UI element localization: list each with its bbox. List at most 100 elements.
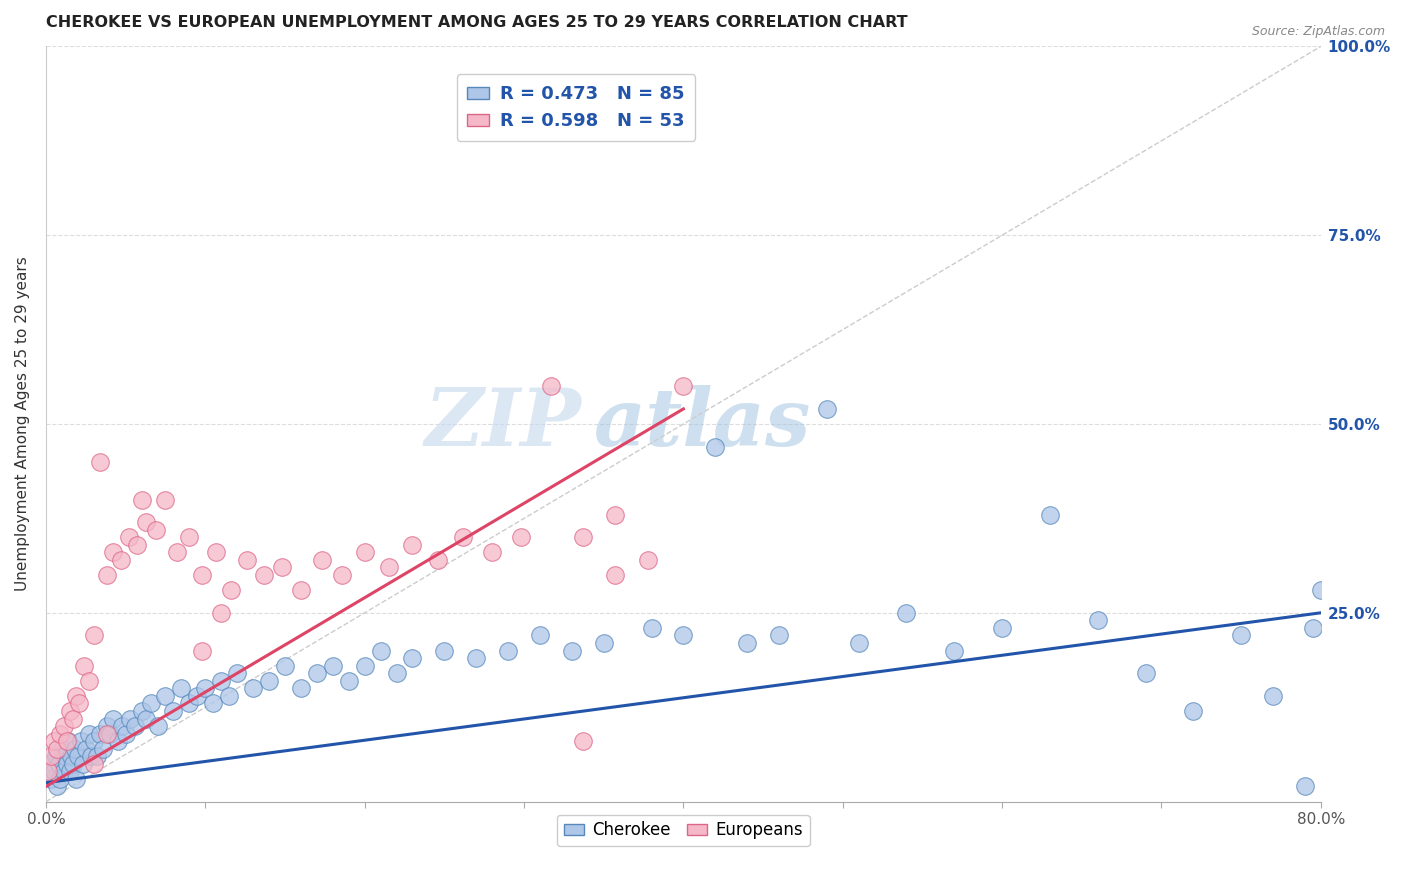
Point xyxy=(401,538,423,552)
Point xyxy=(205,545,228,559)
Point xyxy=(377,560,399,574)
Point xyxy=(274,658,297,673)
Point xyxy=(52,719,75,733)
Point xyxy=(465,651,488,665)
Point xyxy=(179,530,201,544)
Point xyxy=(385,666,408,681)
Point xyxy=(101,545,124,559)
Point xyxy=(179,697,201,711)
Y-axis label: Unemployment Among Ages 25 to 29 years: Unemployment Among Ages 25 to 29 years xyxy=(15,257,30,591)
Point xyxy=(73,658,96,673)
Point xyxy=(83,628,105,642)
Point xyxy=(433,643,456,657)
Point xyxy=(114,726,136,740)
Point xyxy=(1087,613,1109,627)
Point xyxy=(768,628,790,642)
Point xyxy=(125,538,148,552)
Point xyxy=(191,643,214,657)
Point xyxy=(529,628,551,642)
Point xyxy=(1261,689,1284,703)
Point xyxy=(1135,666,1157,681)
Point xyxy=(59,764,82,779)
Point xyxy=(735,636,758,650)
Point xyxy=(353,658,375,673)
Point xyxy=(290,583,312,598)
Point xyxy=(107,734,129,748)
Point xyxy=(270,560,292,574)
Point xyxy=(89,726,111,740)
Point xyxy=(672,628,695,642)
Point xyxy=(815,401,838,416)
Point xyxy=(219,583,242,598)
Point xyxy=(53,749,76,764)
Point xyxy=(135,515,157,529)
Point xyxy=(186,689,208,703)
Point xyxy=(79,749,101,764)
Point xyxy=(131,492,153,507)
Point xyxy=(427,553,450,567)
Point xyxy=(83,734,105,748)
Point xyxy=(290,681,312,696)
Point xyxy=(46,780,69,794)
Point xyxy=(1039,508,1062,522)
Point xyxy=(124,719,146,733)
Point xyxy=(1230,628,1253,642)
Point xyxy=(141,697,163,711)
Point xyxy=(672,379,695,393)
Text: Source: ZipAtlas.com: Source: ZipAtlas.com xyxy=(1251,25,1385,38)
Point xyxy=(101,712,124,726)
Point xyxy=(1294,780,1316,794)
Point xyxy=(166,545,188,559)
Point xyxy=(305,666,328,681)
Point xyxy=(337,673,360,688)
Point xyxy=(39,772,62,786)
Point xyxy=(83,756,105,771)
Point xyxy=(67,697,90,711)
Point xyxy=(155,492,177,507)
Point xyxy=(209,673,232,688)
Point xyxy=(49,726,72,740)
Point xyxy=(637,553,659,567)
Point xyxy=(131,704,153,718)
Point xyxy=(65,772,87,786)
Point xyxy=(65,689,87,703)
Point xyxy=(66,749,89,764)
Point xyxy=(453,530,475,544)
Point xyxy=(509,530,531,544)
Point xyxy=(162,704,184,718)
Point xyxy=(110,553,132,567)
Point xyxy=(120,712,142,726)
Point xyxy=(540,379,562,393)
Point xyxy=(332,568,354,582)
Point xyxy=(370,643,392,657)
Point xyxy=(48,756,70,771)
Point xyxy=(55,756,77,771)
Point xyxy=(1302,621,1324,635)
Point xyxy=(46,741,69,756)
Point xyxy=(51,741,73,756)
Point xyxy=(848,636,870,650)
Point xyxy=(96,719,118,733)
Point xyxy=(96,726,118,740)
Point xyxy=(311,553,333,567)
Text: CHEROKEE VS EUROPEAN UNEMPLOYMENT AMONG AGES 25 TO 29 YEARS CORRELATION CHART: CHEROKEE VS EUROPEAN UNEMPLOYMENT AMONG … xyxy=(46,15,908,30)
Point xyxy=(496,643,519,657)
Point xyxy=(191,568,214,582)
Point xyxy=(704,440,727,454)
Point xyxy=(49,772,72,786)
Point xyxy=(42,764,65,779)
Point xyxy=(62,712,84,726)
Point xyxy=(135,712,157,726)
Point xyxy=(111,719,134,733)
Point xyxy=(37,756,59,771)
Point xyxy=(86,749,108,764)
Point xyxy=(77,673,100,688)
Point xyxy=(236,553,259,567)
Point xyxy=(55,734,77,748)
Point xyxy=(70,734,93,748)
Point xyxy=(63,741,86,756)
Point xyxy=(52,764,75,779)
Point xyxy=(218,689,240,703)
Point xyxy=(146,719,169,733)
Text: ZIP: ZIP xyxy=(425,385,582,463)
